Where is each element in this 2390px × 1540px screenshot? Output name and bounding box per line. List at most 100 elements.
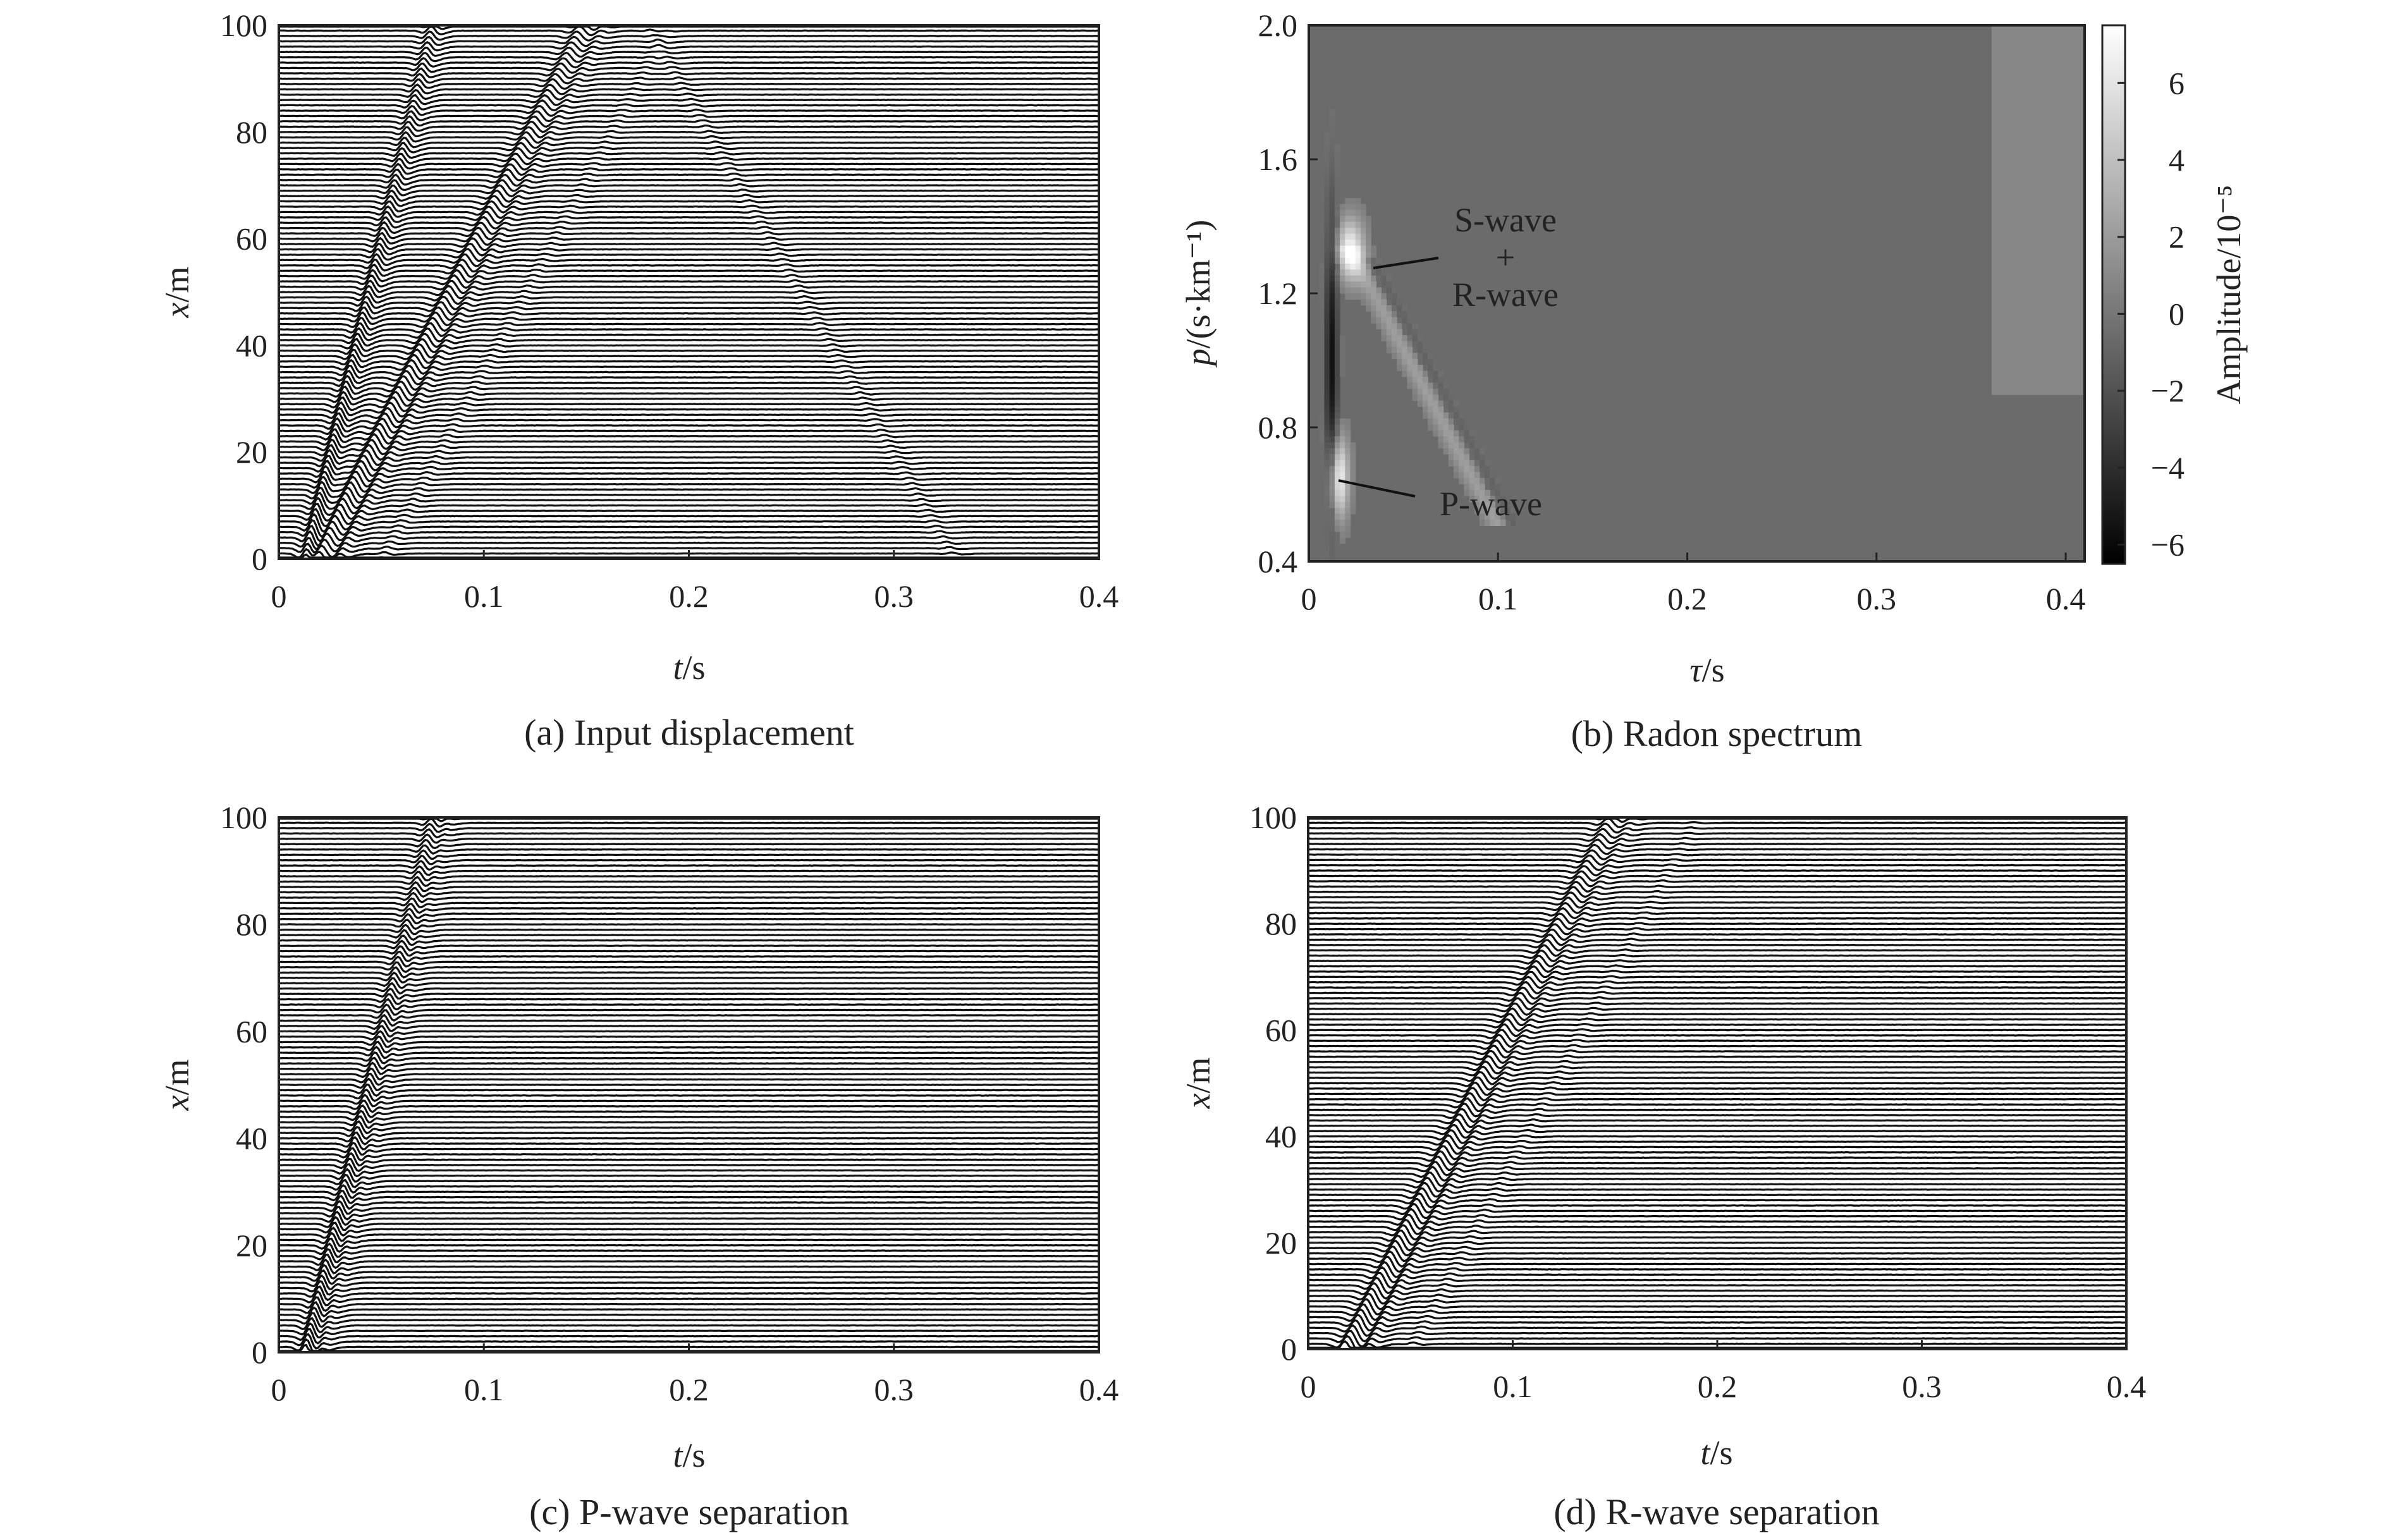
heat-cell (2079, 97, 2085, 104)
heat-cell (1329, 293, 1335, 300)
heat-cell (2053, 311, 2059, 318)
heat-cell (1991, 85, 1997, 92)
trace (278, 236, 1100, 252)
heat-cell (1443, 418, 1449, 425)
heat-cell (2012, 370, 2018, 377)
heat-cell (2038, 382, 2044, 389)
heat-cell (2012, 180, 2018, 186)
heat-cell (2079, 73, 2085, 80)
heat-cell (1402, 353, 1407, 360)
heat-cell (1996, 25, 2002, 32)
heat-cell (1319, 299, 1325, 306)
heat-cell (1996, 233, 2002, 240)
heat-cell (2022, 287, 2028, 294)
heat-cell (1340, 442, 1345, 449)
heat-cell (1366, 263, 1371, 270)
trace (278, 78, 1100, 90)
heat-cell (1340, 424, 1345, 431)
heat-cell (2028, 263, 2033, 270)
trace (1308, 886, 2127, 898)
heat-cell (2028, 138, 2033, 145)
heat-cell (2033, 90, 2038, 97)
trace (1308, 870, 2127, 882)
trace (1308, 1123, 2126, 1139)
heat-cell (2048, 37, 2054, 44)
heat-cell (1329, 520, 1335, 526)
heat-cell (1485, 508, 1490, 515)
x-axis-label: t/s (1700, 1434, 1732, 1472)
heat-cell (1474, 466, 1480, 473)
heat-cell (2002, 275, 2007, 282)
trace (278, 1274, 1099, 1290)
heat-cell (2017, 49, 2023, 56)
colorbar-tick-label: −6 (2151, 527, 2185, 563)
x-tick-label: 0.1 (1478, 581, 1518, 616)
heat-cell (2069, 358, 2075, 365)
heat-cell (2022, 37, 2028, 44)
heat-cell (1505, 513, 1511, 520)
heat-cell (2033, 275, 2038, 282)
trace (278, 537, 1100, 553)
heat-cell (2033, 233, 2038, 240)
heat-cell (2064, 73, 2070, 80)
x-tick-label: 0.3 (1902, 1369, 1942, 1404)
heatmap (1309, 25, 2085, 562)
heat-cell (1511, 508, 1516, 515)
heat-cell (2033, 353, 2038, 360)
trace (278, 258, 1100, 273)
panel-caption: (c) P-wave separation (529, 1491, 849, 1532)
heat-cell (1996, 293, 2002, 300)
x-tick-label: 0.2 (669, 578, 709, 614)
heat-cell (2064, 67, 2070, 73)
heat-cell (1391, 293, 1397, 300)
heat-cell (2059, 61, 2064, 68)
heat-cell (1991, 341, 1997, 348)
heat-cell (2017, 186, 2023, 193)
heat-cell (1345, 287, 1351, 294)
heat-cell (2043, 382, 2049, 389)
trace (278, 380, 1100, 396)
heat-cell (2074, 358, 2080, 365)
heat-cell (1350, 198, 1356, 205)
heat-cell (2022, 228, 2028, 235)
heat-cell (2002, 138, 2007, 145)
heat-cell (2022, 281, 2028, 288)
trace (1308, 875, 2127, 888)
heat-cell (1319, 424, 1325, 431)
heat-cell (2064, 221, 2070, 228)
heat-cell (1340, 240, 1345, 247)
heat-cell (2022, 174, 2028, 181)
heat-cell (2028, 73, 2033, 80)
heat-cell (2053, 120, 2059, 127)
heat-cell (1334, 370, 1340, 377)
heat-cell (2002, 365, 2007, 372)
heat-cell (1334, 329, 1340, 336)
heat-cell (2064, 299, 2070, 306)
heat-cell (1345, 508, 1351, 515)
heat-cell (1324, 252, 1330, 258)
trace (278, 470, 1099, 488)
heat-cell (2074, 55, 2080, 62)
heat-cell (1366, 287, 1371, 294)
heat-cell (2059, 132, 2064, 139)
trace (279, 406, 1100, 424)
heat-cell (2048, 132, 2054, 139)
trace (278, 1226, 1100, 1242)
trace (278, 316, 1100, 333)
heat-cell (2048, 293, 2054, 300)
heat-cell (1397, 353, 1402, 360)
heat-cell (2053, 365, 2059, 372)
heat-cell (2017, 61, 2023, 68)
heat-cell (2059, 67, 2064, 73)
heat-cell (2022, 97, 2028, 104)
trace (1308, 1182, 2127, 1198)
heat-cell (2012, 49, 2018, 56)
heat-cell (2043, 43, 2049, 50)
heat-cell (2048, 162, 2054, 169)
heat-cell (1433, 382, 1439, 389)
heat-cell (1329, 108, 1335, 115)
heat-cell (1329, 382, 1335, 389)
heat-cell (2007, 85, 2013, 92)
heat-cell (2007, 358, 2013, 365)
heat-cell (2012, 275, 2018, 282)
